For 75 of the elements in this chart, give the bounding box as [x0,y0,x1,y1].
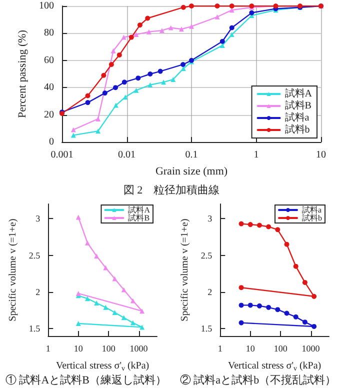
y-axis-title: Percent passing (%) [16,30,29,118]
y-tick-label: 2 [36,287,40,297]
x-tick-label: 10 [316,150,326,160]
x-tick-label: 1 [218,344,222,354]
x-tick-label: 1 [46,344,50,354]
legend-label: 試料a [302,206,322,214]
point [275,307,280,312]
point [112,310,118,316]
point [130,298,136,304]
y-tick-label: 1.5 [200,324,213,334]
x-axis-title: Grain size (mm) [155,166,228,178]
point [284,310,290,316]
point [293,314,298,320]
y-axis-title: Specific volume v (=1+e) [180,218,190,322]
point [112,276,118,282]
point [266,304,272,310]
x-tick-label: 100 [274,344,288,354]
point [238,302,244,308]
point [94,254,100,259]
point [275,227,280,232]
text: ② 試料aと試料b（不撹乱試料） [180,374,336,386]
point [103,304,108,310]
x-tick-label: 100 [102,344,116,354]
point [256,303,262,308]
point [293,264,298,269]
point [76,214,81,220]
y-tick-label: 100 [39,0,54,12]
legend-label: 試料B [284,100,312,112]
y-tick-label: 60 [44,54,54,66]
point [248,222,253,228]
x-tick-label: 1 [254,150,259,160]
x-tick-label: 1000 [130,344,148,354]
legend-label: 試料A [284,88,313,100]
text: ① 試料Aと試料B（練返し試料） [5,374,167,386]
point [130,320,136,326]
point [248,302,253,308]
y-tick-label: 2.5 [200,250,213,260]
y-tick-label: 40 [44,82,54,94]
legend-label: 試料b [284,124,310,136]
point [266,224,272,230]
point [238,221,244,226]
point [284,242,290,247]
point [84,296,90,302]
y-tick-label: 2.5 [28,250,41,260]
legend-label: 試料B [128,214,150,222]
point [140,308,145,314]
point [256,222,262,228]
x-tick-label: 1000 [302,344,320,354]
x-tick-label: 10 [74,344,84,354]
point [121,287,126,292]
y-tick-label: 80 [44,28,54,39]
point [94,300,100,306]
x-tick-label: 0.01 [118,150,136,160]
legend-label: 試料A [128,206,150,214]
y-axis-title: Specific volume v (=1+e) [8,218,18,322]
point [312,324,317,329]
y-tick-label: 20 [44,109,54,120]
y-tick-label: 0 [49,136,54,148]
point [103,265,108,270]
legend-label: 試料b [302,214,322,222]
x-tick-label: 0.1 [185,150,198,160]
point [302,280,308,285]
point [121,315,126,320]
legend-label: 試料a [284,112,310,124]
y-tick-label: 2 [208,287,212,297]
point [302,320,308,325]
y-tick-label: 1.5 [28,324,41,334]
y-tick-label: 3 [208,214,213,224]
point [140,324,145,330]
caption: 図 2 粒径加積曲線 [123,184,220,196]
point [84,240,90,246]
point [312,294,317,299]
x-tick-label: 10 [246,344,256,354]
y-tick-label: 3 [36,214,41,224]
x-tick-label: 0.001 [50,150,74,160]
